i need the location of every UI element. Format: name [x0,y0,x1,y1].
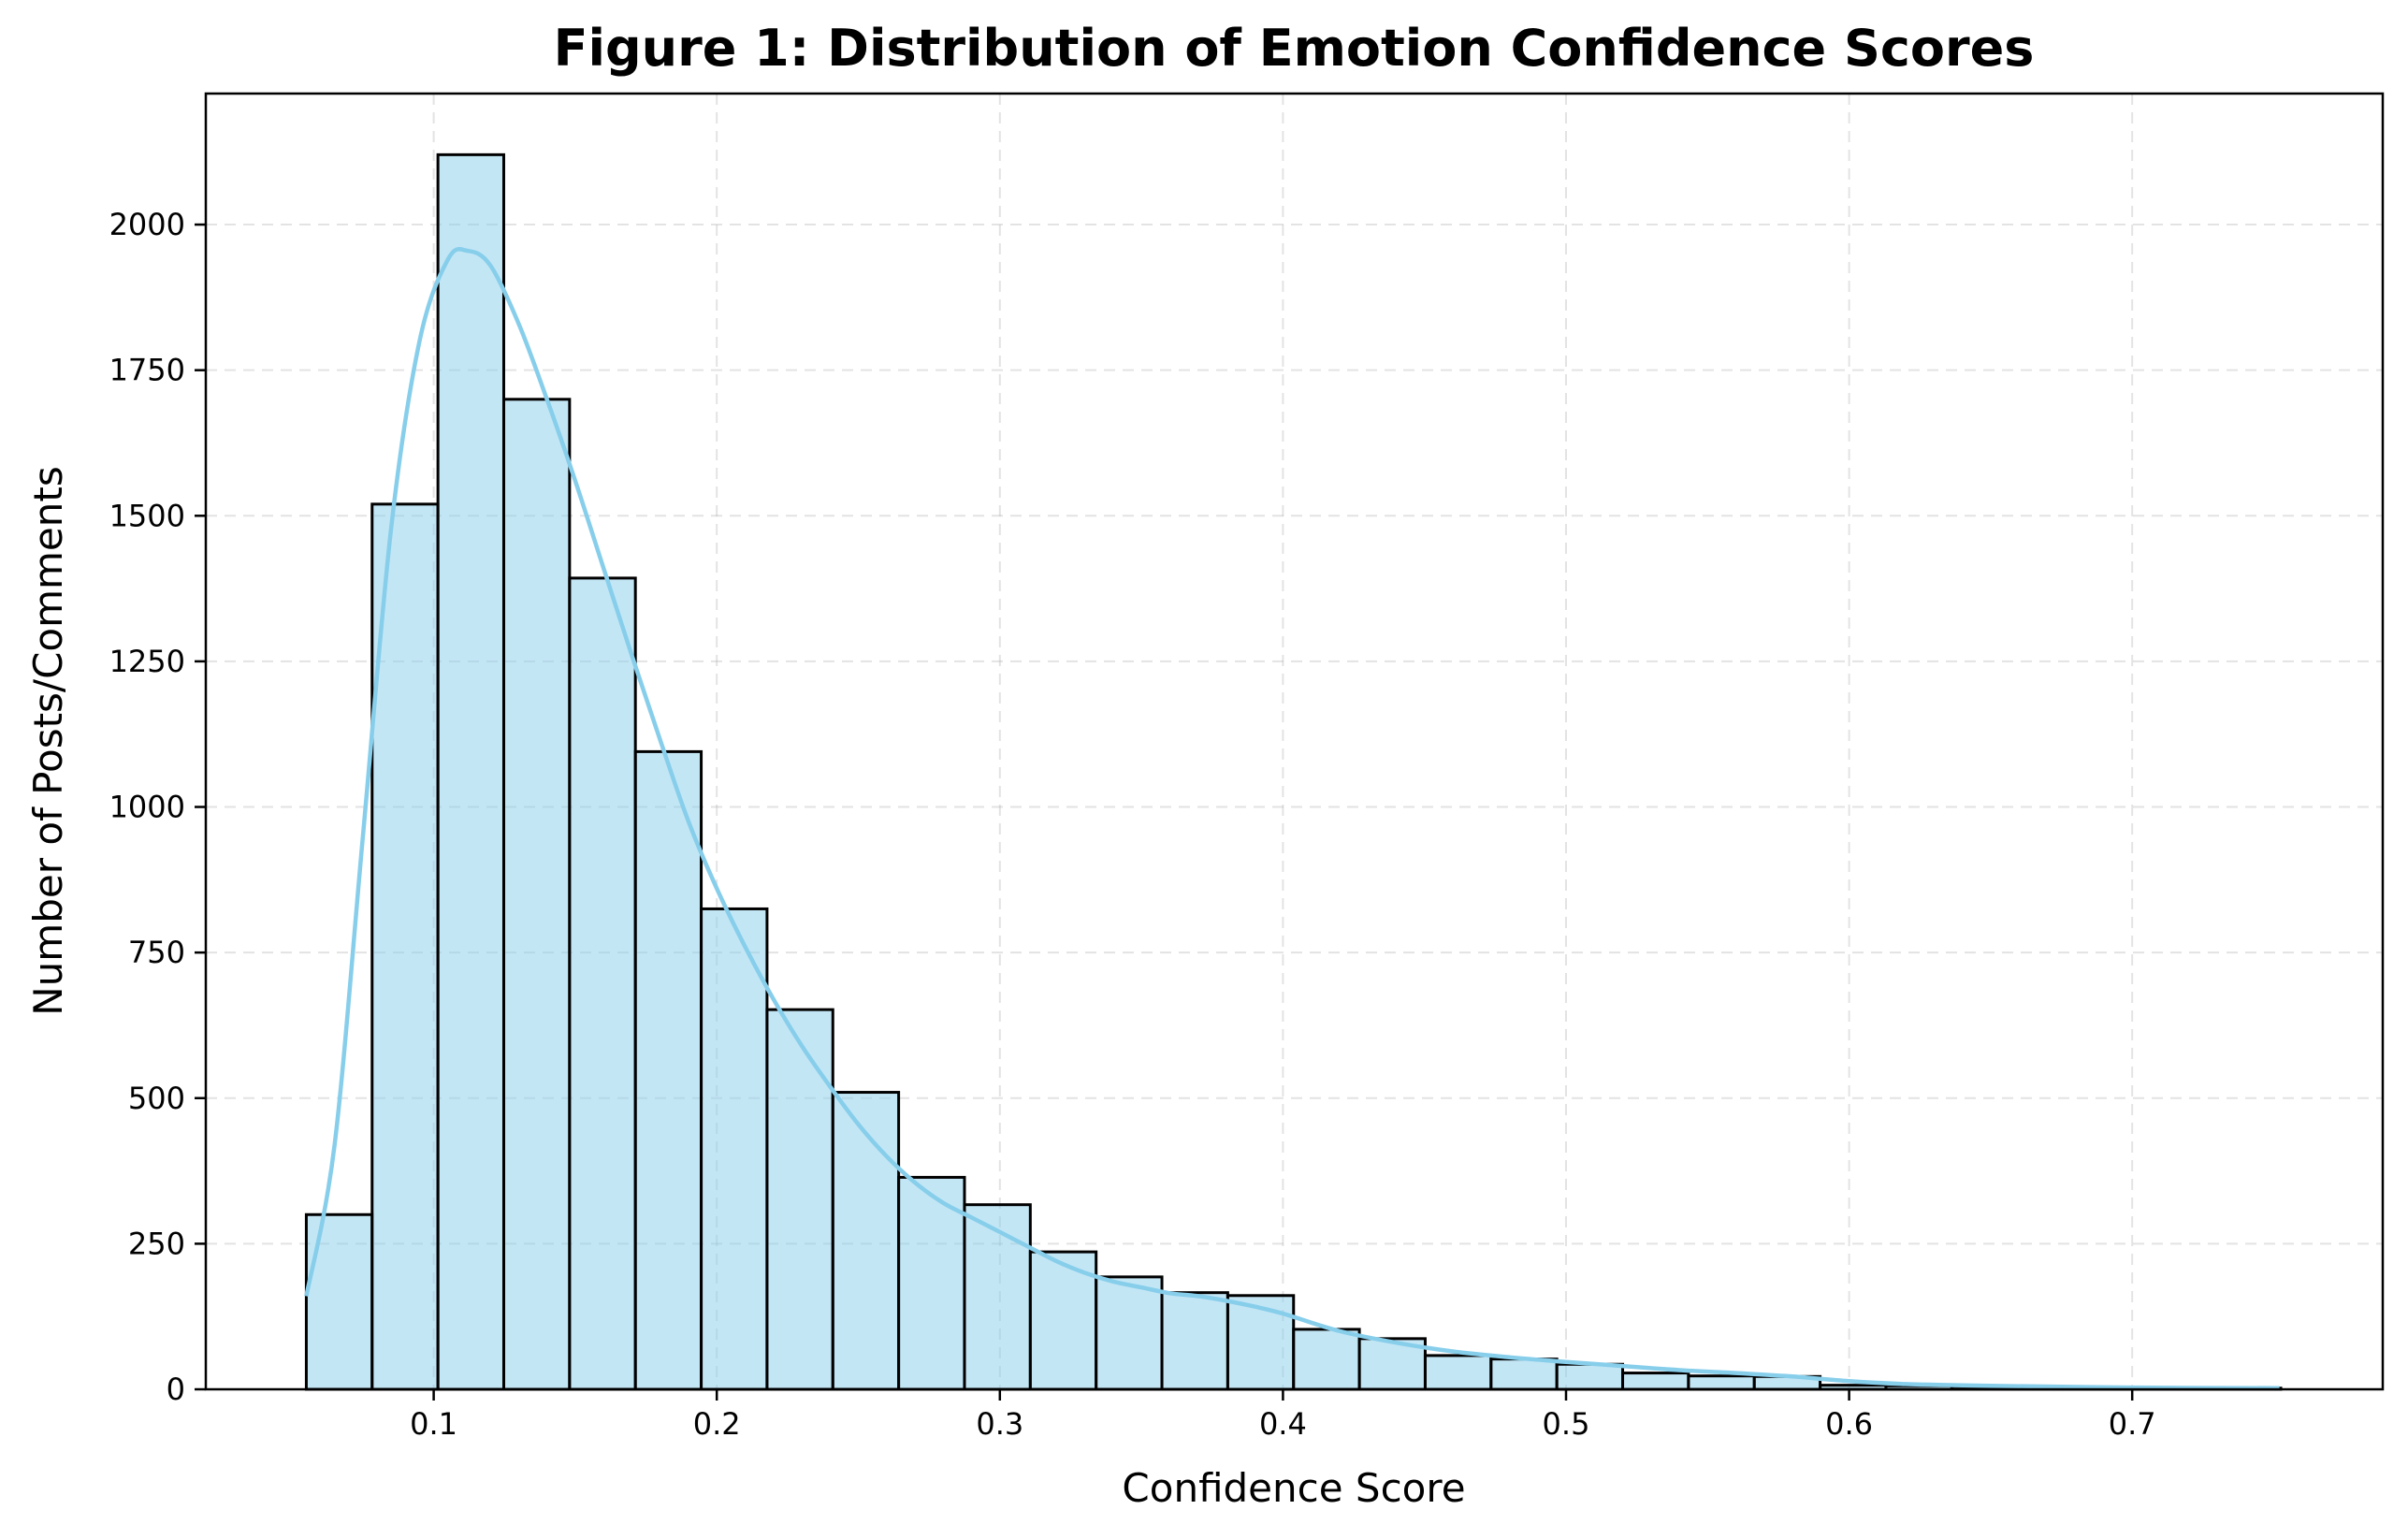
histogram-bar-20 [1621,1372,1690,1391]
y-axis-ticks: 0 250 500 750 1000 1250 1500 1750 2000 [109,207,206,1407]
histogram-bar-19 [1555,1362,1625,1391]
histogram-bar-0 [304,1212,374,1391]
x-tick-label-1: 0.2 [693,1406,741,1442]
x-tick-label-0: 0.1 [410,1406,457,1442]
y-tick-label-1: 250 [128,1226,185,1261]
histogram-bars [304,152,2283,1391]
y-tick-label-8: 2000 [109,207,185,242]
kde-line [304,247,2280,1391]
histogram-bar-10 [963,1203,1032,1391]
histogram-bar-3 [501,398,572,1391]
x-tick-label-3: 0.4 [1259,1406,1307,1442]
histogram-bar-8 [831,1091,901,1391]
histogram-bar-6 [700,907,769,1391]
histogram-bar-18 [1489,1358,1559,1391]
histogram-bar-2 [436,152,505,1391]
chart-title: Figure 1: Distribution of Emotion Confid… [554,19,2035,78]
y-tick-label-6: 1500 [109,498,185,533]
x-axis-label: Confidence Score [1122,1465,1465,1511]
x-tick-label-2: 0.3 [976,1406,1023,1442]
histogram-bar-15 [1292,1328,1361,1391]
histogram-bar-17 [1423,1354,1493,1391]
histogram-bar-21 [1687,1374,1756,1391]
y-tick-label-3: 750 [128,935,185,970]
histogram-bar-5 [633,749,704,1391]
histogram-bar-12 [1095,1275,1164,1391]
plot-frame [204,92,2385,1391]
y-tick-label-4: 1000 [109,790,185,825]
histogram-bar-13 [1160,1291,1229,1391]
histogram-bar-4 [568,576,637,1391]
x-axis-ticks: 0.1 0.2 0.3 0.4 0.5 0.6 0.7 [410,1389,2156,1442]
x-tick-label-5: 0.6 [1825,1406,1873,1442]
x-tick-label-6: 0.7 [2109,1406,2156,1442]
y-tick-label-7: 1750 [109,353,185,388]
histogram-bar-14 [1226,1294,1296,1391]
histogram-bar-9 [897,1175,966,1391]
x-tick-label-4: 0.5 [1543,1406,1590,1442]
histogram-bar-7 [765,1008,834,1391]
y-axis-label: Number of Posts/Comments [25,466,71,1015]
y-tick-label-5: 1250 [109,644,185,679]
y-tick-label-2: 500 [128,1081,185,1116]
y-tick-label-0: 0 [167,1372,185,1407]
